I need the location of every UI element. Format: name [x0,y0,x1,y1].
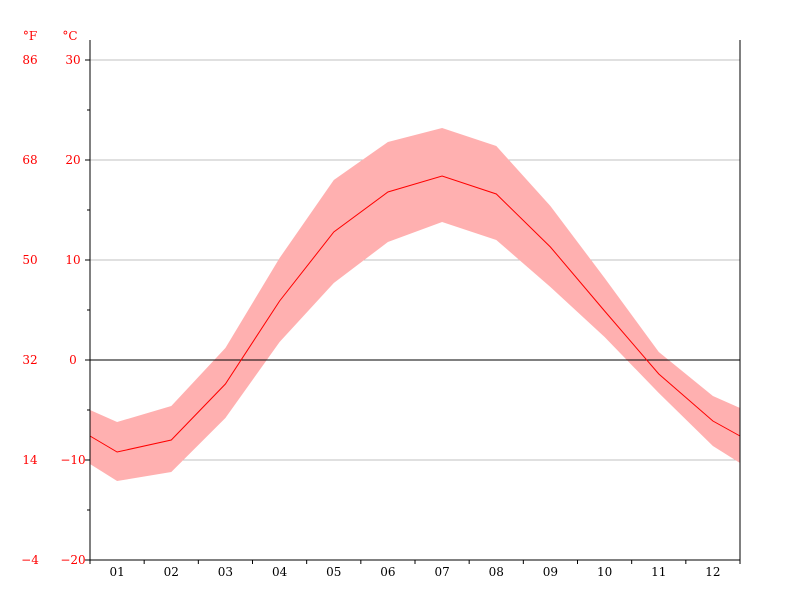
month-label: 01 [109,565,124,579]
fahrenheit-tick-label: 86 [22,53,37,67]
celsius-tick-label: 30 [65,53,80,67]
month-label: 06 [380,565,395,579]
fahrenheit-unit-label: °F [23,29,37,43]
celsius-tick-label: 0 [69,353,77,367]
month-label: 02 [164,565,179,579]
month-label: 11 [651,565,666,579]
fahrenheit-tick-label: −4 [21,553,39,567]
fahrenheit-tick-label: 68 [22,153,37,167]
grid-lines [90,59,740,461]
fahrenheit-tick-label: 14 [22,453,38,467]
mean-temperature-line [89,175,741,453]
month-label: 04 [272,565,288,579]
month-label: 12 [705,565,720,579]
month-label: 07 [434,565,449,579]
month-label: 03 [218,565,233,579]
month-label: 05 [326,565,341,579]
temperature-range-band [90,128,740,481]
celsius-unit-label: °C [62,29,77,43]
axes [85,40,741,564]
celsius-tick-label: 10 [65,253,80,267]
celsius-tick-label: −10 [60,453,85,467]
month-label: 08 [489,565,504,579]
celsius-tick-label: −20 [60,553,85,567]
fahrenheit-tick-label: 50 [22,253,37,267]
fahrenheit-tick-label: 32 [22,353,37,367]
axis-labels: 86 30 68 20 50 10 32 0 14 −10 −4 −20 01 02 03 04 05 06 07 0… [21,53,720,579]
month-label: 10 [597,565,612,579]
month-label: 09 [543,565,558,579]
celsius-tick-label: 20 [65,153,80,167]
